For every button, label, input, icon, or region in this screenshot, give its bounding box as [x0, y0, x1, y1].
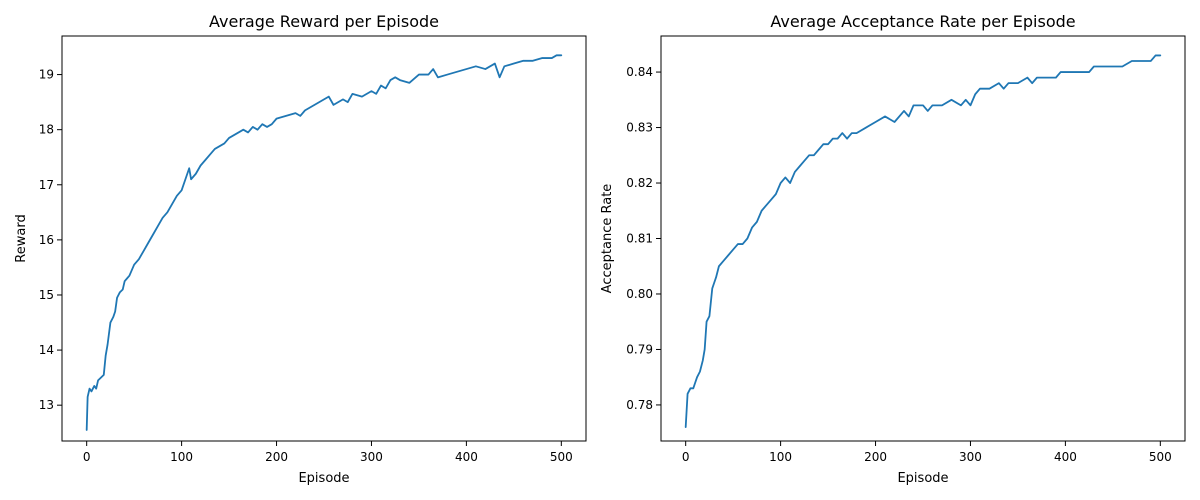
series-line	[85, 54, 563, 431]
x-tick-label: 500	[1149, 450, 1172, 464]
y-tick-label: 16	[39, 233, 54, 247]
x-tick-label: 100	[769, 450, 792, 464]
y-tick-label: 0.81	[626, 232, 653, 246]
x-axis-label: Episode	[897, 471, 948, 486]
chart-title: Average Acceptance Rate per Episode	[770, 12, 1075, 31]
y-tick-label: 14	[39, 343, 54, 357]
y-tick-label: 0.83	[626, 121, 653, 135]
chart-title: Average Reward per Episode	[209, 12, 439, 31]
y-axis-label: Reward	[14, 214, 29, 262]
x-tick-label: 500	[550, 450, 573, 464]
y-tick-label: 19	[39, 68, 54, 82]
y-tick-label: 17	[39, 178, 54, 192]
x-tick-label: 300	[959, 450, 982, 464]
y-tick-label: 0.79	[626, 342, 653, 356]
y-tick-label: 0.82	[626, 176, 653, 190]
y-tick-label: 0.78	[626, 398, 653, 412]
x-tick-label: 100	[170, 450, 193, 464]
x-tick-label: 200	[265, 450, 288, 464]
charts-layer: 0 100 200 300 400 500 13 14 15 16 17 18 19 Average Re…	[14, 12, 1186, 486]
y-tick-label: 0.84	[626, 65, 653, 79]
x-tick-label: 0	[83, 450, 91, 464]
chart-2: 0 100 200 300 400 500 0.78 0.79 0.80 0.81 0.82 0.83…	[600, 12, 1186, 486]
x-tick-label: 400	[455, 450, 478, 464]
chart-1: 0 100 200 300 400 500 13 14 15 16 17 18 19 Average Re…	[14, 12, 587, 486]
x-tick-label: 200	[864, 450, 887, 464]
y-tick-label: 13	[39, 398, 54, 412]
x-tick-label: 300	[360, 450, 383, 464]
y-tick-label: 15	[39, 288, 54, 302]
x-axis-label: Episode	[298, 471, 349, 486]
y-axis-label: Acceptance Rate	[600, 184, 615, 294]
y-tick-label: 18	[39, 123, 54, 137]
plot-frame	[61, 35, 587, 442]
series-line	[684, 54, 1162, 429]
y-tick-label: 0.80	[626, 287, 653, 301]
x-tick-label: 400	[1054, 450, 1077, 464]
x-tick-label: 0	[682, 450, 690, 464]
